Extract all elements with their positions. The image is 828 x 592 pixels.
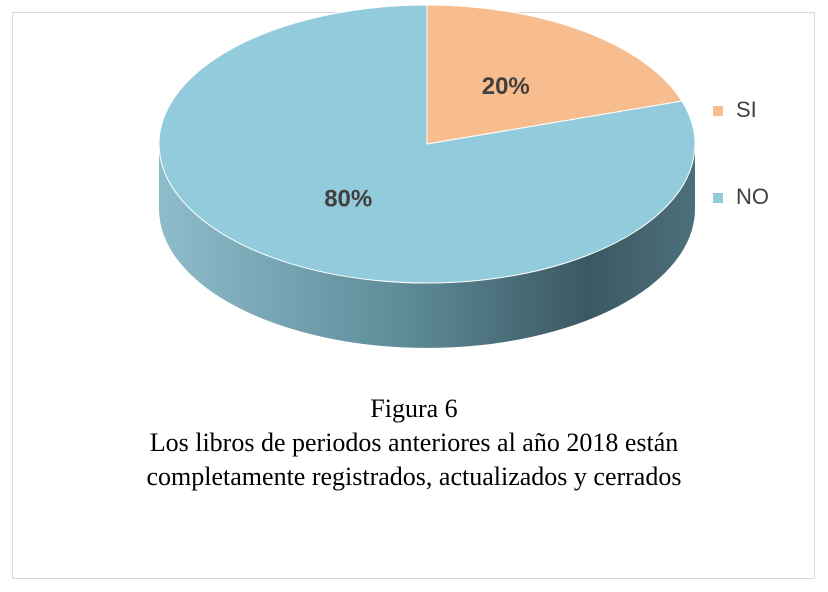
data-label: 80%	[324, 186, 372, 213]
legend-swatch	[713, 193, 723, 203]
legend-label: SI	[736, 97, 757, 122]
legend-label: NO	[736, 184, 769, 209]
chart: 20% 80% SI NO	[158, 4, 769, 348]
data-label: 20%	[482, 73, 530, 100]
figure-caption: Los libros de periodos anteriores al año…	[146, 428, 682, 491]
pie-side	[159, 144, 695, 348]
figure-label: Figura 6	[370, 394, 458, 423]
legend-swatch	[713, 106, 723, 116]
pie-slice	[158, 4, 696, 284]
pie-slice	[426, 4, 683, 145]
